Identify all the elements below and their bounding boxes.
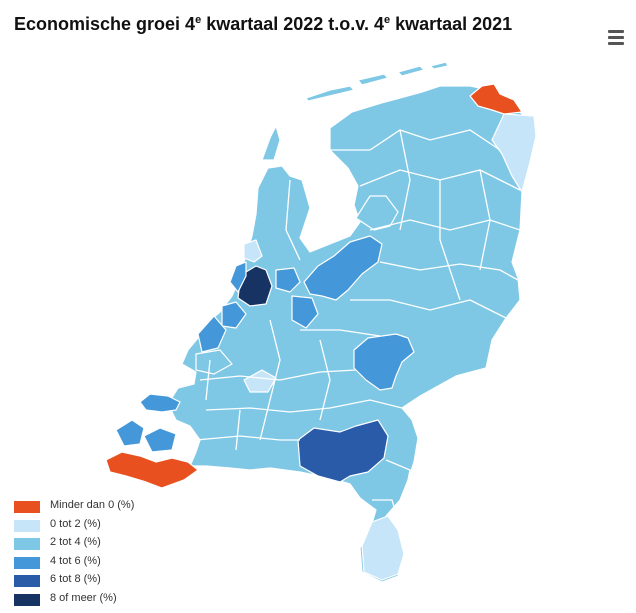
region-zeeland-beveland[interactable] <box>143 427 177 453</box>
region-gooi[interactable] <box>275 267 301 293</box>
legend-label: Minder dan 0 (%) <box>50 499 135 511</box>
region-eindhoven[interactable] <box>297 419 389 483</box>
legend-label: 0 tot 2 (%) <box>50 517 101 530</box>
legend-swatch <box>14 593 40 606</box>
wadden-island-rottumeroog[interactable] <box>429 61 449 70</box>
region-utrecht-east[interactable] <box>291 295 319 329</box>
legend-label: 4 tot 6 (%) <box>50 554 101 567</box>
region-eemshaven-cluster[interactable] <box>491 113 537 193</box>
title-superscript-2: e <box>383 14 391 26</box>
legend-label: 8 of meer (%) <box>50 591 117 604</box>
title-part-3: kwartaal 2021 <box>390 14 513 34</box>
region-flevoland[interactable] <box>303 235 383 301</box>
title-part-1: Economische groei 4 <box>14 14 196 34</box>
title-superscript-1: e <box>195 14 202 26</box>
wadden-island-texel[interactable] <box>261 125 281 161</box>
hamburger-menu-icon[interactable] <box>600 24 628 50</box>
legend-swatch <box>14 538 40 551</box>
region-zeeland-schouwen[interactable] <box>139 393 181 413</box>
legend-swatch <box>14 501 40 513</box>
region-delfzijl-minder-dan-0[interactable] <box>469 83 523 115</box>
legend-swatch <box>14 575 40 588</box>
region-noordoostpolder[interactable] <box>355 195 399 231</box>
region-zaanstreek[interactable] <box>243 239 263 263</box>
wadden-island-ameland[interactable] <box>357 73 389 86</box>
region-den-haag[interactable] <box>197 315 227 353</box>
region-rotterdam-area[interactable] <box>195 349 233 375</box>
wadden-island-schiermonnikoog[interactable] <box>397 65 425 77</box>
legend-swatch <box>14 556 40 569</box>
chart-title: Economische groei 4e kwartaal 2022 t.o.v… <box>14 14 512 35</box>
legend-label: 2 tot 4 (%) <box>50 536 101 549</box>
region-utrecht-light[interactable] <box>243 369 277 393</box>
region-zeeuws-vlaanderen[interactable] <box>105 451 199 489</box>
title-part-2: kwartaal 2022 t.o.v. 4 <box>201 14 384 34</box>
region-arnhem-nijmegen[interactable] <box>353 333 415 391</box>
region-schiphol-area[interactable] <box>229 261 247 293</box>
region-borders <box>195 129 521 521</box>
region-mainland-base <box>167 85 537 583</box>
ijsselmeer <box>284 126 356 250</box>
legend-label: 6 tot 8 (%) <box>50 573 101 586</box>
region-zuid-limburg[interactable] <box>361 515 405 581</box>
wadden-sea <box>276 72 440 148</box>
legend-swatch <box>14 519 40 532</box>
region-leiden[interactable] <box>221 301 247 329</box>
region-zeeland-walcheren[interactable] <box>115 419 145 447</box>
